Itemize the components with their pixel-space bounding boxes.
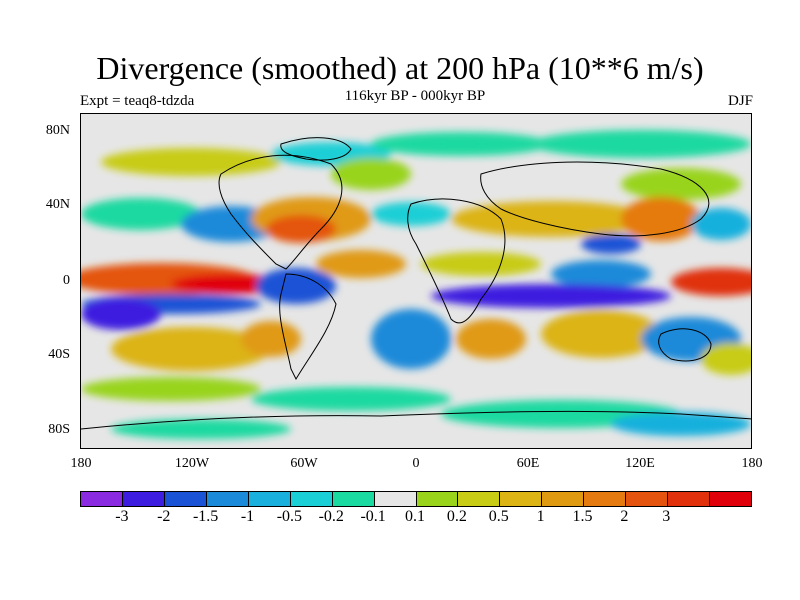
- colorbar-swatch: [164, 492, 207, 506]
- field-blob: [531, 130, 751, 158]
- colorbar-label: 1: [536, 508, 545, 525]
- colorbar-swatch: [668, 492, 711, 506]
- colorbar-label: -0.1: [360, 508, 386, 525]
- lat-tick-label: 80S: [48, 422, 70, 437]
- lat-tick-label: 80N: [45, 123, 70, 138]
- colorbar-label: -1: [240, 508, 255, 525]
- coastlines: [81, 137, 751, 430]
- lon-tick-label: 120W: [174, 456, 210, 471]
- field-blob: [621, 168, 741, 200]
- lon-tick-label: 60E: [516, 456, 540, 471]
- field-blob: [256, 268, 336, 304]
- colorbar-swatch: [584, 492, 627, 506]
- colorbar-swatch: [290, 492, 333, 506]
- colorbar-swatch: [710, 492, 751, 506]
- colorbar-swatch: [542, 492, 585, 506]
- colorbar-label: 1.5: [572, 508, 593, 525]
- field-blob: [81, 198, 201, 230]
- field-blob: [541, 310, 661, 358]
- divergence-map: [80, 113, 752, 449]
- lon-tick-label: 180: [70, 456, 92, 471]
- field-blob: [371, 132, 551, 156]
- lon-tick-label: 120E: [625, 456, 655, 471]
- colorbar-label: -0.5: [276, 508, 303, 525]
- colorbar-swatch: [626, 492, 669, 506]
- colorbar-swatch: [332, 492, 375, 506]
- colorbar-label: 0.5: [488, 508, 509, 525]
- season-label: DJF: [727, 93, 753, 109]
- colorbar-label: 0.1: [405, 508, 425, 525]
- field-blob: [611, 412, 751, 436]
- field-blob: [331, 158, 411, 190]
- plot-title: Divergence (smoothed) at 200 hPa (10**6 …: [96, 50, 704, 86]
- field-blob: [421, 252, 541, 276]
- lon-tick-label: 180: [741, 456, 763, 471]
- colorbar-swatch: [500, 492, 543, 506]
- colorbar-swatch: [248, 492, 291, 506]
- colorbar-label: -2: [157, 508, 171, 525]
- field-blob: [111, 327, 271, 371]
- field-blob: [266, 215, 336, 243]
- field-blob: [251, 387, 451, 411]
- plot-subtitle: 116kyr BP - 000kyr BP: [344, 88, 486, 104]
- colorbar-label: -0.2: [318, 508, 344, 525]
- field-blob: [581, 234, 641, 254]
- field-blob: [551, 260, 651, 288]
- field-blob: [111, 419, 291, 439]
- field-blob: [691, 208, 751, 240]
- lat-tick-label: 0: [63, 273, 70, 288]
- field-blob: [316, 250, 406, 278]
- field-blob: [451, 201, 651, 237]
- experiment-label: Expt = teaq8-tdzda: [80, 93, 195, 109]
- field-blob: [241, 321, 301, 357]
- lat-tick-label: 40S: [48, 347, 70, 362]
- colorbar: [80, 491, 752, 507]
- field-blob: [621, 197, 701, 241]
- field-blob: [701, 343, 751, 375]
- colorbar-label: 0.2: [446, 508, 467, 525]
- lat-tick-label: 40N: [45, 197, 70, 212]
- colorbar-label: -1.5: [192, 508, 219, 525]
- colorbar-swatch: [458, 492, 501, 506]
- colorbar-swatch: [416, 492, 459, 506]
- field-blob: [671, 268, 751, 296]
- colorbar-label: -3: [115, 508, 129, 525]
- colorbar-label: 3: [662, 508, 671, 525]
- field-blob: [431, 284, 671, 308]
- colorbar-swatch: [206, 492, 249, 506]
- field-blob: [371, 309, 451, 369]
- colorbar-swatch: [374, 492, 417, 506]
- colorbar-swatch: [81, 492, 123, 506]
- divergence-field: [81, 130, 751, 439]
- field-blob: [81, 377, 261, 401]
- field-blob: [101, 148, 281, 176]
- colorbar-swatch: [122, 492, 165, 506]
- field-blob: [456, 319, 526, 359]
- field-blob: [371, 202, 451, 226]
- field-blob: [81, 298, 161, 330]
- colorbar-label: 2: [620, 508, 629, 525]
- lon-tick-label: 0: [412, 456, 420, 471]
- lon-tick-label: 60W: [290, 456, 318, 471]
